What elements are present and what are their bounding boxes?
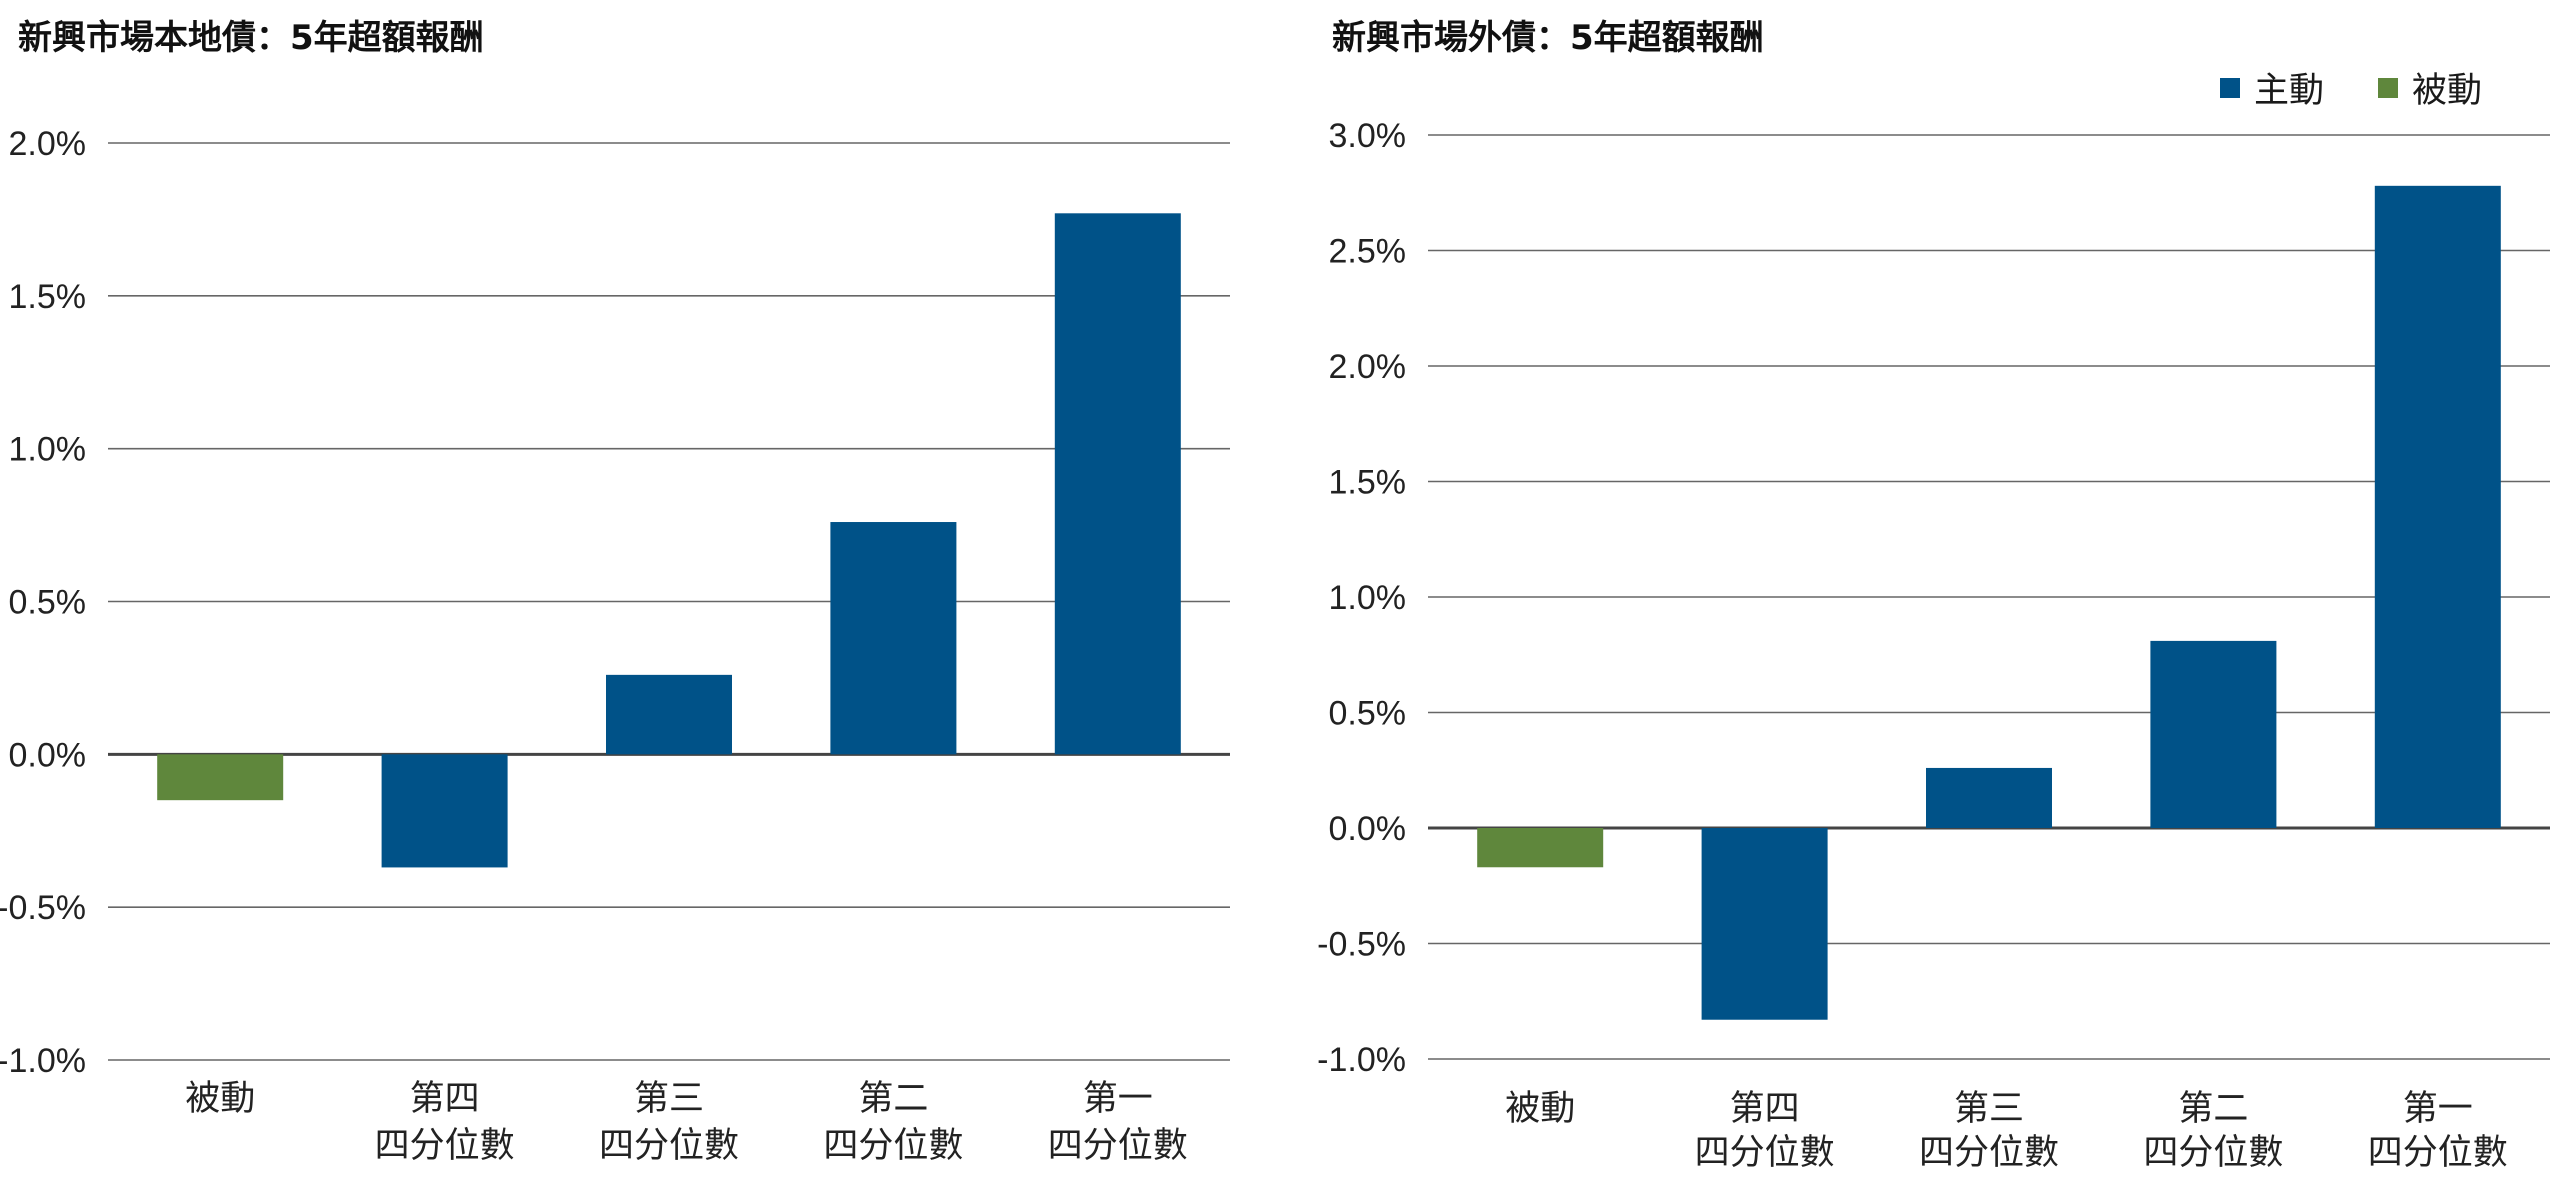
legend-swatch-passive — [2378, 77, 2399, 98]
y-tick-label: 0.0% — [1329, 810, 1407, 848]
x-category-label: 第四 — [1730, 1089, 1800, 1129]
y-tick-label: -1.0% — [0, 1042, 86, 1080]
bar — [1054, 213, 1181, 755]
x-category-label: 第二 — [858, 1079, 928, 1119]
y-tick-label: 1.5% — [9, 278, 87, 316]
legend-item-passive: 被動 — [2378, 62, 2482, 113]
x-category-label: 第三 — [1954, 1089, 2024, 1129]
bar — [381, 754, 508, 868]
bar-chart-external: 3.0% 2.5% 2.0% 1.5% 1.0% 0.5% 0.0% -0.5% -1.0% 被動… — [1317, 117, 2550, 1173]
bar — [2374, 185, 2501, 828]
y-tick-label: 1.5% — [1329, 464, 1407, 502]
y-tick-label: 1.0% — [9, 431, 87, 469]
x-category-label: 四分位數 — [2368, 1133, 2508, 1173]
y-tick-label: -0.5% — [0, 889, 86, 927]
legend: 主動 被動 — [2180, 62, 2482, 113]
bar — [1926, 767, 2052, 828]
x-category-label: 四分位數 — [1919, 1133, 2059, 1173]
y-tick-label: -0.5% — [1317, 926, 1406, 964]
x-category-label: 四分位數 — [599, 1126, 739, 1166]
x-category-label: 四分位數 — [1048, 1126, 1188, 1166]
y-tick-label: 2.0% — [9, 125, 87, 163]
chart-title: 新興市場外債：5年超額報酬 — [1332, 18, 1764, 58]
y-tick-label: 0.0% — [9, 736, 87, 774]
x-category-label: 四分位數 — [2143, 1133, 2283, 1173]
x-category-label: 第三 — [634, 1079, 704, 1119]
x-category-label: 第一 — [1083, 1079, 1153, 1119]
chart-title: 新興市場本地債：5年超額報酬 — [18, 18, 484, 58]
chart-panel-local: 新興市場本地債：5年超額報酬 2.0% 1.5% 1.0% 0.5% 0.0% -0.5%… — [0, 0, 1240, 1179]
legend-label: 主動 — [2254, 71, 2325, 111]
y-tick-label: 2.0% — [1329, 348, 1407, 386]
bar — [830, 522, 957, 755]
chart-panel-external: 新興市場外債：5年超額報酬 主動 被動 3.0% 2.5% 2.0% 1.5% 1.0%… — [1310, 0, 2560, 1179]
x-category-label: 被動 — [185, 1079, 255, 1119]
y-tick-label: 2.5% — [1329, 233, 1407, 271]
y-tick-label: 1.0% — [1329, 579, 1407, 617]
x-category-label: 第二 — [2178, 1089, 2248, 1129]
bar — [606, 674, 732, 755]
x-category-label: 被動 — [1505, 1089, 1575, 1129]
x-category-label: 四分位數 — [375, 1126, 515, 1166]
legend-item-active: 主動 — [2220, 62, 2324, 113]
y-tick-label: 3.0% — [1329, 117, 1407, 155]
bar — [1477, 828, 1604, 868]
x-category-label: 第一 — [2403, 1089, 2473, 1129]
bar — [2150, 640, 2277, 828]
legend-swatch-active — [2220, 77, 2240, 98]
x-category-label: 四分位數 — [1695, 1133, 1835, 1173]
bar — [1701, 828, 1828, 1020]
y-tick-label: 0.5% — [9, 584, 87, 622]
x-category-label: 四分位數 — [823, 1126, 963, 1166]
legend-label: 被動 — [2412, 71, 2483, 111]
bar — [157, 754, 284, 801]
y-tick-label: -1.0% — [1317, 1041, 1406, 1079]
y-tick-label: 0.5% — [1329, 695, 1407, 733]
x-category-label: 第四 — [410, 1079, 480, 1119]
